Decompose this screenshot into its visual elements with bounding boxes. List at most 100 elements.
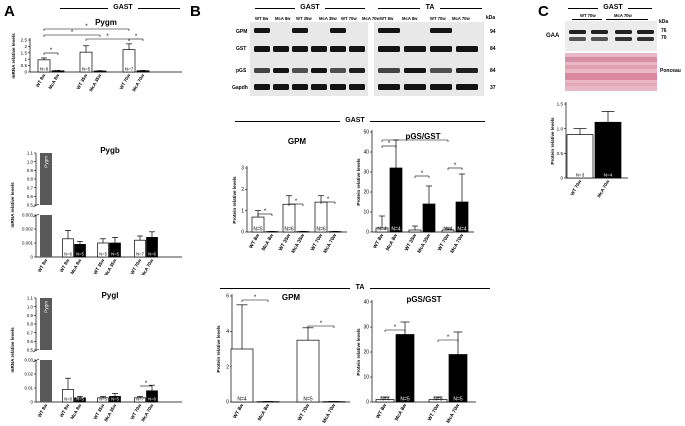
y-tick-label: 1.5 <box>557 102 564 107</box>
y-tick-label: 1.0 <box>27 159 34 164</box>
x-tick-label: WT 8w <box>35 73 47 88</box>
y-tick-label: 2.5 <box>21 38 28 43</box>
y-tick-label: 0.7 <box>27 185 34 190</box>
n-label: N=7 <box>125 67 134 72</box>
section-line-b-gast-left <box>255 8 295 9</box>
y-tick-label: 30 <box>363 170 369 176</box>
lane-label: WT 8w <box>380 16 394 21</box>
n-label: N=5 <box>298 227 308 233</box>
n-label: N=5 <box>82 67 91 72</box>
y-axis-label: Protein relative levels <box>356 158 361 206</box>
y-tick-label: 0.002 <box>22 227 34 232</box>
y-axis-label: mRNA relative levels <box>10 327 15 373</box>
x-tick-label: WT 8w <box>59 403 71 418</box>
significance-star: * <box>254 295 257 301</box>
x-tick-label: McA 70w <box>322 233 338 254</box>
blot-band <box>615 37 632 41</box>
blot-band <box>330 46 346 52</box>
n-label: N=4 <box>380 397 390 403</box>
chart-title: Pygm <box>95 18 117 27</box>
ponceau-stain <box>565 53 657 91</box>
bar <box>230 348 254 403</box>
section-line-b-bot-left <box>220 288 350 289</box>
y-tick-label: 0.01 <box>24 386 33 391</box>
x-tick-label: WT 8w <box>59 258 71 273</box>
kda-value: 37 <box>490 85 496 91</box>
x-tick-label: WT 35w <box>404 233 419 252</box>
y-tick-label: 50 <box>363 130 369 136</box>
y-tick-label: 0 <box>31 255 34 260</box>
blot-band <box>430 46 452 52</box>
blot-band <box>404 46 426 52</box>
n-label: N=6 <box>64 397 72 402</box>
n-label: N=7 <box>136 252 144 257</box>
y-tick-label: 20 <box>363 350 369 356</box>
n-label: N=5 <box>111 252 119 257</box>
significance-star: * <box>447 335 450 341</box>
significance-star: * <box>145 381 148 387</box>
x-tick-label: McA 35w <box>88 73 102 93</box>
y-tick-label: 0.02 <box>24 372 33 377</box>
x-tick-label: McA 8w <box>70 403 83 421</box>
section-label-b-ta: TA <box>425 4 435 11</box>
significance-star: * <box>454 163 457 169</box>
western-blot-b <box>250 22 484 96</box>
y-tick-label: 3 <box>241 166 244 172</box>
blot-band <box>330 28 346 33</box>
y-tick-label: 2 <box>24 44 27 49</box>
kda-value: 84 <box>490 68 496 74</box>
n-label: N=5 <box>433 397 443 403</box>
x-tick-label: WT 70w <box>427 403 442 422</box>
chart-title: Pygb <box>100 146 120 155</box>
significance-star: * <box>85 24 88 30</box>
bar <box>448 354 468 403</box>
chart-gpm-ta: GPM Protein relative levels 0 2 4 6 N=4WT 8w N=… <box>216 293 350 424</box>
kda-value: 84 <box>490 46 496 52</box>
n-label: N=6 <box>139 67 148 72</box>
kda-value: 94 <box>490 29 496 35</box>
blot-band <box>378 46 400 52</box>
chart-gaa-protein: Protein relative levels 0 0.5 1.0 1.5 N=3WT 7… <box>550 102 628 198</box>
n-label: N=5 <box>54 67 63 72</box>
blot-band <box>311 84 327 90</box>
y-axis-label: Protein relative levels <box>232 176 237 224</box>
y-tick-label: 10 <box>363 210 369 216</box>
bar <box>408 229 422 233</box>
bar-reference <box>40 153 52 205</box>
x-tick-label: WT 35w <box>278 233 293 252</box>
x-tick-label: WT 70w <box>310 233 325 252</box>
x-tick-label: McA 35w <box>290 233 306 254</box>
blot-band <box>349 68 365 73</box>
x-tick-label: WT 70w <box>569 179 582 197</box>
blot-band <box>404 84 426 90</box>
blot-band <box>569 37 586 41</box>
section-line-b-mid-right <box>370 121 485 122</box>
significance-star: * <box>327 197 330 203</box>
x-tick-label: WT 8w <box>37 403 49 418</box>
blot-band <box>637 30 654 34</box>
section-label-c: GAST <box>603 4 623 11</box>
section-label-b-bot: TA <box>355 284 365 291</box>
significance-star: * <box>394 325 397 331</box>
blot-row-label: Gapdh <box>232 85 248 91</box>
blot-band <box>273 84 289 90</box>
n-label: N=6 <box>148 397 156 402</box>
lane-label: WT 70w <box>580 13 596 18</box>
y-axis-label: Protein relative levels <box>550 117 555 165</box>
x-tick-label: McA 35w <box>103 403 117 423</box>
blot-band <box>292 84 308 90</box>
section-label-a: GAST <box>113 4 133 11</box>
bar <box>594 121 622 179</box>
blot-band <box>456 84 478 90</box>
blot-band <box>378 68 400 73</box>
chart-pgs-ta: pGS/GST Protein relative levels 0 10 20 30 40 N… <box>356 295 476 424</box>
x-tick-label: McA 35w <box>416 233 432 254</box>
y-tick-label: 0.9 <box>27 168 34 173</box>
kda-unit-b: kDa <box>486 15 496 21</box>
y-tick-label: 0 <box>31 400 34 405</box>
bar <box>395 334 415 403</box>
kda-value: 70 <box>661 35 667 41</box>
n-label: N=5 <box>253 227 263 233</box>
y-tick-label: 0.8 <box>27 322 34 327</box>
